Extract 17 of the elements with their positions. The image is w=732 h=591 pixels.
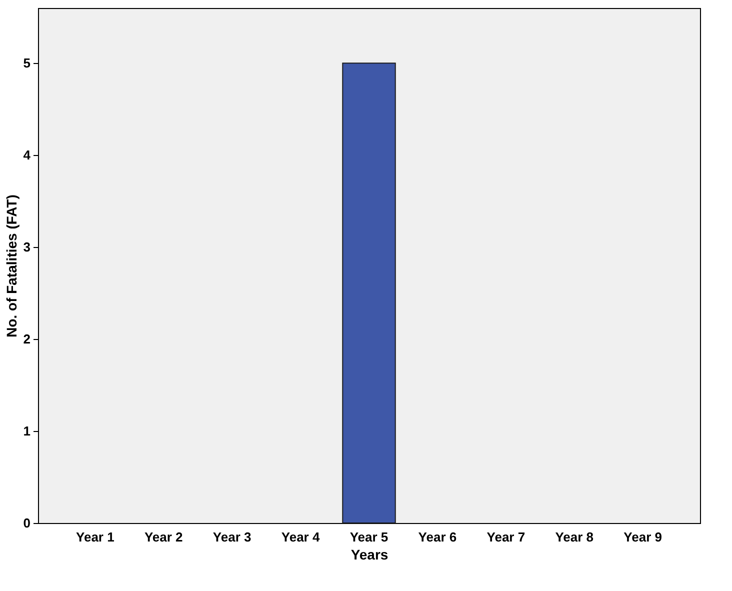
x-tick-label: Year 1 (76, 530, 114, 544)
x-tick-label: Year 5 (350, 530, 388, 544)
y-tick-label: 1 (23, 424, 30, 439)
x-tick-label: Year 8 (555, 530, 594, 544)
x-tick-label: Year 4 (281, 530, 320, 544)
y-tick-label: 2 (23, 332, 30, 347)
x-tick-label: Year 6 (418, 530, 457, 544)
y-axis-title: No. of Fatalities (FAT) (3, 194, 20, 338)
x-tick-label: Year 2 (144, 530, 183, 544)
x-tick-label: Year 7 (486, 530, 526, 544)
x-tick-label: Year 3 (212, 530, 252, 544)
y-tick-label: 4 (23, 148, 32, 163)
y-tick-label: 5 (23, 56, 30, 71)
x-tick-label: Year 9 (624, 530, 662, 544)
y-tick-label: 3 (23, 240, 30, 255)
y-tick-label: 0 (23, 516, 30, 530)
x-axis-title: Years (350, 546, 388, 562)
